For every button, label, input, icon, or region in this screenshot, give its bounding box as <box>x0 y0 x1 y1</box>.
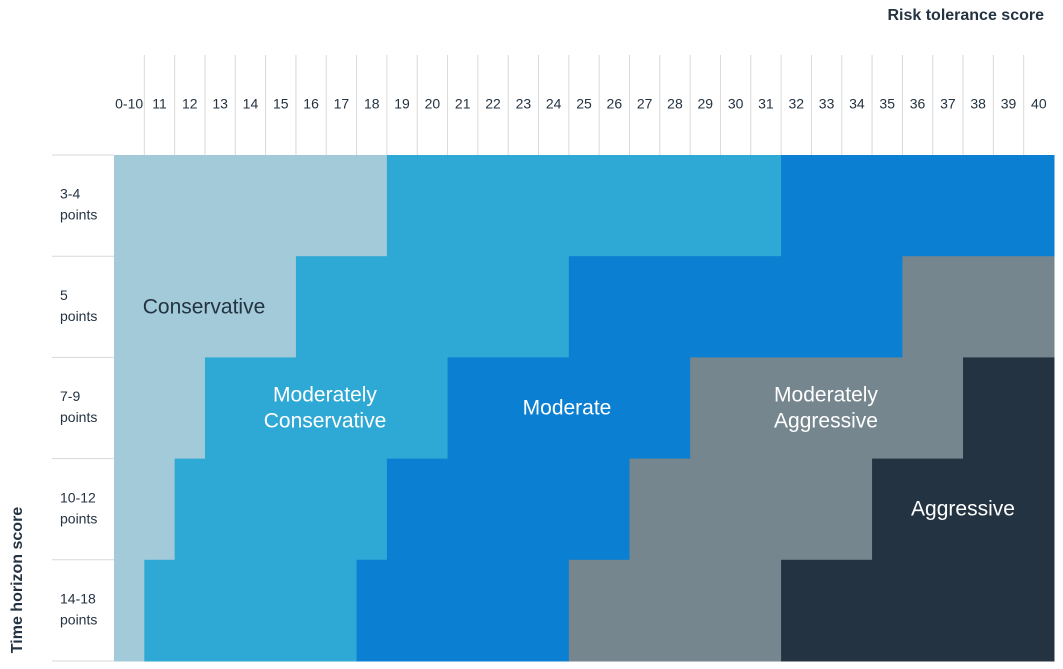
column-label: 21 <box>455 96 471 112</box>
column-label: 38 <box>970 96 986 112</box>
profile-cell <box>295 256 570 358</box>
row-label: 10-12 <box>60 489 96 505</box>
profile-label: Moderately <box>774 384 878 407</box>
column-label: 26 <box>607 96 623 112</box>
row-label: points <box>60 308 97 324</box>
column-label: 32 <box>788 96 804 112</box>
column-label: 16 <box>303 96 319 112</box>
column-label: 27 <box>637 96 653 112</box>
profile-cell <box>114 458 176 561</box>
profile-cell <box>386 458 630 561</box>
profile-cell <box>386 155 782 257</box>
profile-label: Aggressive <box>774 410 878 433</box>
column-label: 20 <box>425 96 441 112</box>
row-label: 5 <box>60 287 68 303</box>
profile-cell <box>781 559 1055 662</box>
profile-label: Conservative <box>264 410 387 433</box>
column-label: 0-10 <box>115 96 143 112</box>
column-label: 40 <box>1031 96 1047 112</box>
column-label: 13 <box>212 96 228 112</box>
profile-cell <box>174 458 388 561</box>
x-axis-title: Risk tolerance score <box>887 7 1044 24</box>
profile-cell <box>356 559 570 662</box>
profile-cell <box>204 357 449 460</box>
column-label: 15 <box>273 96 289 112</box>
column-label: 24 <box>546 96 562 112</box>
column-label: 36 <box>910 96 926 112</box>
profile-label: Conservative <box>143 296 266 319</box>
column-label: 35 <box>879 96 895 112</box>
profile-cell <box>781 155 1055 257</box>
column-label: 33 <box>819 96 835 112</box>
row-label: 14-18 <box>60 591 96 607</box>
profile-cell <box>114 357 206 460</box>
row-label: points <box>60 510 97 526</box>
column-label: 34 <box>849 96 865 112</box>
profile-cell <box>114 155 388 257</box>
column-label: 11 <box>152 96 167 112</box>
profile-cell <box>114 256 297 358</box>
profile-label: Moderately <box>273 384 377 407</box>
row-label: 7-9 <box>60 388 80 404</box>
column-label: 30 <box>728 96 744 112</box>
column-label: 14 <box>243 96 259 112</box>
profile-label: Moderate <box>523 397 612 420</box>
column-label: 37 <box>940 96 956 112</box>
profile-cell <box>690 357 964 460</box>
column-label: 19 <box>394 96 410 112</box>
profile-cell <box>902 256 1055 358</box>
row-label: points <box>60 207 97 223</box>
profile-cell <box>568 256 903 358</box>
profile-cell <box>963 357 1055 460</box>
row-label: points <box>60 612 97 628</box>
column-label: 22 <box>485 96 501 112</box>
y-axis-title: Time horizon score <box>9 507 26 654</box>
column-label: 25 <box>576 96 592 112</box>
profile-cell <box>629 458 873 561</box>
profile-cell <box>568 559 782 662</box>
column-label: 39 <box>1001 96 1017 112</box>
row-label: 3-4 <box>60 186 80 202</box>
column-label: 28 <box>667 96 683 112</box>
profile-cell <box>144 559 358 662</box>
profile-label: Aggressive <box>911 498 1015 521</box>
column-label: 23 <box>516 96 532 112</box>
profile-cell <box>114 559 145 662</box>
profile-cell <box>447 357 691 460</box>
column-label: 29 <box>698 96 714 112</box>
column-label: 18 <box>364 96 380 112</box>
row-label: points <box>60 409 97 425</box>
column-label: 12 <box>182 96 198 112</box>
profile-cell <box>872 458 1055 561</box>
column-label: 31 <box>758 96 774 112</box>
column-label: 17 <box>334 96 350 112</box>
